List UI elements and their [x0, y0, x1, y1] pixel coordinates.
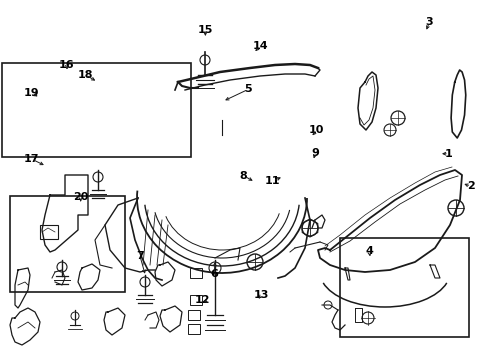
Bar — [190, 295, 202, 305]
Text: 4: 4 — [365, 246, 372, 256]
Text: 3: 3 — [425, 17, 432, 27]
Text: 5: 5 — [244, 84, 252, 94]
Text: 1: 1 — [444, 149, 452, 159]
Text: 7: 7 — [136, 251, 143, 261]
Text: 6: 6 — [210, 269, 218, 279]
Text: 9: 9 — [311, 148, 319, 158]
Text: 8: 8 — [239, 171, 247, 181]
Text: 2: 2 — [466, 181, 474, 192]
Bar — [190, 268, 202, 278]
Text: 13: 13 — [253, 290, 269, 300]
Bar — [339, 238, 468, 337]
Text: 18: 18 — [78, 70, 93, 80]
Text: 12: 12 — [195, 294, 210, 305]
Text: 15: 15 — [197, 24, 213, 35]
Text: 11: 11 — [264, 176, 280, 186]
Text: 20: 20 — [73, 192, 88, 202]
Bar — [187, 310, 200, 320]
Bar — [187, 324, 200, 334]
Bar — [40, 225, 58, 239]
Text: 19: 19 — [24, 88, 40, 98]
Bar — [10, 196, 124, 292]
Text: 16: 16 — [59, 60, 75, 70]
Text: 14: 14 — [252, 41, 267, 51]
Text: 10: 10 — [308, 125, 324, 135]
Text: 17: 17 — [24, 154, 40, 164]
Bar — [2, 63, 190, 157]
